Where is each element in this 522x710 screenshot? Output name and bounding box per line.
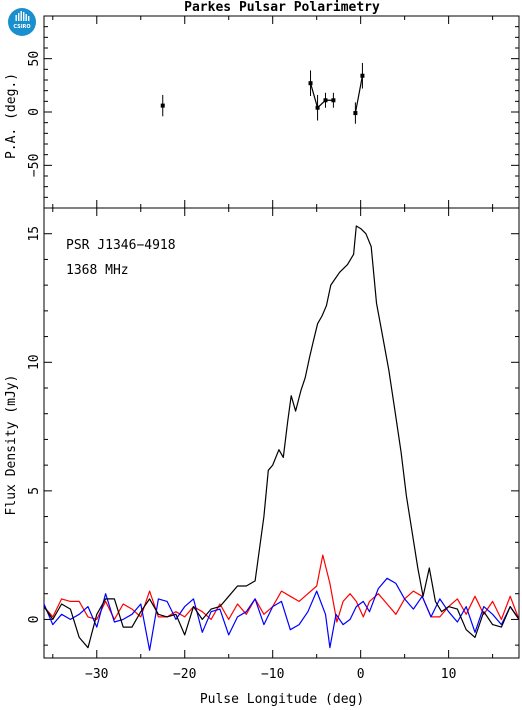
- pa-connector-line: [309, 83, 334, 109]
- pa-y-tick-label: 50: [27, 51, 42, 67]
- pa-y-axis-title: P.A. (deg.): [4, 73, 19, 159]
- flux-panel-ticks: [44, 208, 519, 658]
- pa-point: [315, 105, 320, 110]
- pa-panel: −50 0 50 P.A. (deg.): [4, 15, 520, 209]
- pa-panel-ticks: [44, 16, 519, 208]
- csiro-logo: CSIRO: [8, 8, 36, 36]
- csiro-logo-text: CSIRO: [13, 24, 30, 30]
- flux-y-tick-label: 10: [27, 354, 42, 370]
- flux-series-linear: [43, 554, 520, 623]
- flux-series: [43, 225, 520, 651]
- pa-point: [360, 73, 365, 78]
- flux-panel: 0 5 10 15 −30 −20 −10 0 10 PSR J1346−4918 1368 …: [4, 207, 520, 707]
- pa-y-tick-label: 0: [27, 108, 42, 116]
- pa-points: [160, 62, 365, 124]
- pa-point: [308, 81, 313, 86]
- pa-connector-line: [354, 75, 364, 114]
- pa-y-tick-label: −50: [27, 154, 42, 177]
- pa-point: [160, 103, 165, 108]
- flux-panel-frame: [43, 207, 520, 659]
- x-tick-label: −20: [173, 667, 196, 682]
- x-tick-label: 0: [357, 667, 365, 682]
- flux-y-tick-label: 15: [27, 226, 42, 242]
- pa-point: [323, 98, 328, 103]
- annotation-freq: 1368 MHz: [66, 263, 129, 278]
- pa-point: [331, 98, 336, 103]
- flux-y-tick-label: 0: [27, 616, 42, 624]
- x-axis-title: Pulse Longitude (deg): [200, 692, 364, 707]
- annotation-psr: PSR J1346−4918: [66, 238, 176, 253]
- x-tick-label: −30: [85, 667, 108, 682]
- flux-y-axis-title: Flux Density (mJy): [4, 375, 19, 516]
- pa-panel-frame: [43, 15, 520, 209]
- chart-title: Parkes Pulsar Polarimetry: [184, 0, 380, 15]
- pa-point: [353, 111, 358, 116]
- pa-y-tick-labels: −50 0 50: [27, 51, 42, 177]
- flux-series-total-intensity: [43, 225, 520, 649]
- flux-y-tick-label: 5: [27, 487, 42, 495]
- flux-y-tick-labels: 0 5 10 15: [27, 226, 42, 623]
- flux-x-tick-labels: −30 −20 −10 0 10: [85, 667, 456, 682]
- flux-series-circular: [43, 577, 520, 651]
- x-tick-label: 10: [441, 667, 457, 682]
- csiro-logo-bars: [15, 11, 30, 21]
- csiro-logo-circle: [8, 8, 36, 36]
- x-tick-label: −10: [261, 667, 284, 682]
